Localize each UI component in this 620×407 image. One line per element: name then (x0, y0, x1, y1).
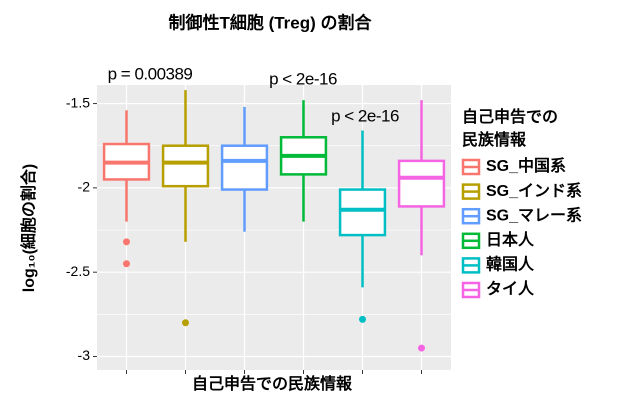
y-tick-label: -1.5 (66, 94, 90, 110)
legend-title: 民族情報 (462, 130, 527, 149)
box (338, 188, 387, 237)
legend-label: タイ人 (486, 280, 535, 298)
legend-label: SG_マレー系 (486, 206, 582, 224)
y-tick-label: -3 (78, 347, 91, 363)
annotation: p = 0.00389 (108, 64, 193, 83)
outlier (123, 238, 130, 246)
outlier (123, 260, 130, 268)
outlier (418, 344, 425, 352)
legend-label: 日本人 (486, 230, 535, 249)
x-axis-label: 自己申告での民族情報 (192, 374, 353, 393)
legend-label: 韓国人 (486, 255, 535, 274)
chart-title: 制御性T細胞 (Treg) の割合 (168, 12, 372, 32)
annotation: p < 2e-16 (269, 69, 337, 88)
legend-title: 自己申告での (462, 107, 558, 126)
annotation: p < 2e-16 (331, 106, 399, 125)
box (220, 144, 269, 191)
box (397, 159, 446, 208)
legend-label: SG_インド系 (486, 182, 582, 200)
box (161, 144, 210, 188)
y-tick-label: -2 (78, 179, 91, 195)
legend-label: SG_中国系 (486, 156, 566, 175)
plot-panel (97, 85, 451, 370)
outlier (182, 319, 189, 327)
y-tick-label: -2.5 (66, 263, 90, 279)
outlier (359, 315, 366, 323)
y-axis-label: log₁₀(細胞の割合) (19, 164, 38, 292)
